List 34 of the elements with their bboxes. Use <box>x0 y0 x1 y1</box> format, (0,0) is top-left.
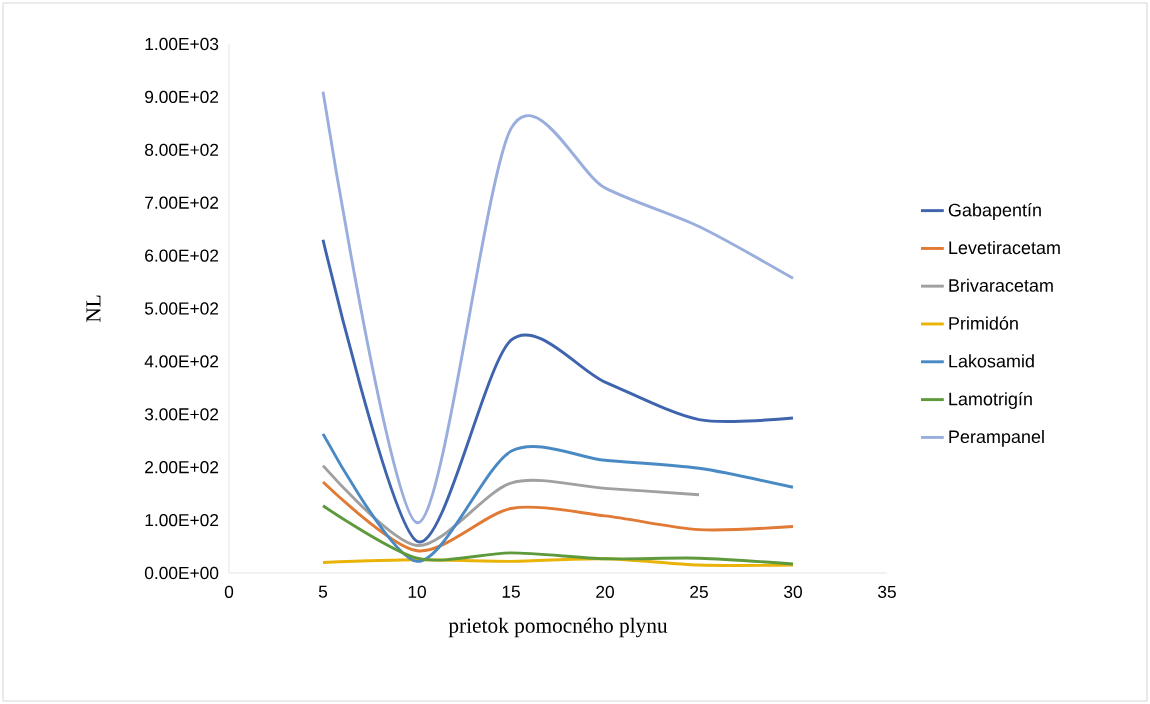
y-tick-label: 6.00E+02 <box>145 249 219 262</box>
x-tick-label: 20 <box>596 585 614 598</box>
line-series <box>321 90 795 525</box>
x-tick-label: 25 <box>690 585 708 598</box>
x-tick-label: 35 <box>878 585 896 598</box>
x-tick-label: 30 <box>784 585 802 598</box>
x-axis-title: prietok pomocného plynu <box>448 617 668 638</box>
y-tick-label: 9.00E+02 <box>145 90 219 104</box>
legend-label: Brivaracetam <box>949 278 1053 292</box>
line-series <box>321 432 795 563</box>
legend-label: Perampanel <box>949 429 1044 447</box>
y-tick-label: 3.00E+02 <box>144 408 219 421</box>
legend-label: Gabapentín <box>948 203 1041 220</box>
legend-label: Lamotrigín <box>949 391 1032 409</box>
line-series <box>321 464 701 547</box>
legend-label: Lakosamid <box>949 354 1034 368</box>
y-tick-label: 7.00E+02 <box>145 196 219 209</box>
y-tick-label: 8.00E+02 <box>145 143 219 156</box>
line-series <box>321 238 795 543</box>
y-tick-label: 5.00E+02 <box>144 302 219 315</box>
line-series <box>321 504 795 566</box>
line-series <box>321 480 795 553</box>
x-tick-label: 0 <box>224 585 234 598</box>
y-tick-label: 4.00E+02 <box>144 355 219 368</box>
y-tick-label: 1.00E+03 <box>145 37 219 51</box>
y-tick-label: 0.00E+00 <box>144 566 219 580</box>
x-tick-label: 15 <box>502 585 520 598</box>
y-tick-label: 2.00E+02 <box>145 461 219 474</box>
y-tick-label: 1.00E+02 <box>145 513 219 527</box>
y-axis-title: NL <box>86 295 101 323</box>
legend-label: Levetiracetam <box>949 240 1060 255</box>
x-tick-label: 5 <box>318 585 328 598</box>
legend-label: Primidón <box>949 316 1018 330</box>
x-tick-label: 10 <box>408 585 426 598</box>
